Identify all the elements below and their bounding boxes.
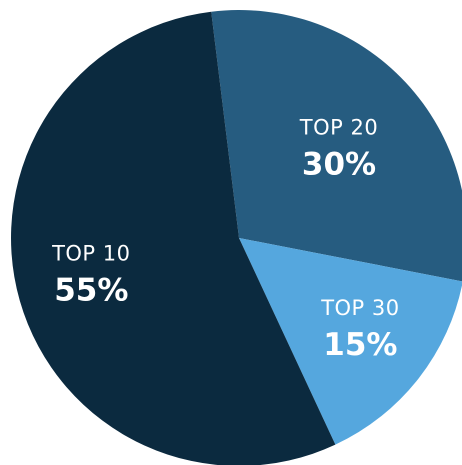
slice-value-top-10: 55% [54, 272, 128, 308]
pie-slice-top-10 [11, 11, 336, 465]
slice-label-top-20: TOP 20 [299, 116, 378, 140]
slice-label-top-10: TOP 10 [51, 241, 130, 265]
pie-slice-top-30 [239, 238, 462, 445]
slice-value-top-30: 15% [323, 327, 397, 363]
slice-value-top-20: 30% [302, 147, 376, 183]
slice-label-top-30: TOP 30 [320, 296, 399, 320]
pie-slice-top-20 [211, 10, 462, 282]
